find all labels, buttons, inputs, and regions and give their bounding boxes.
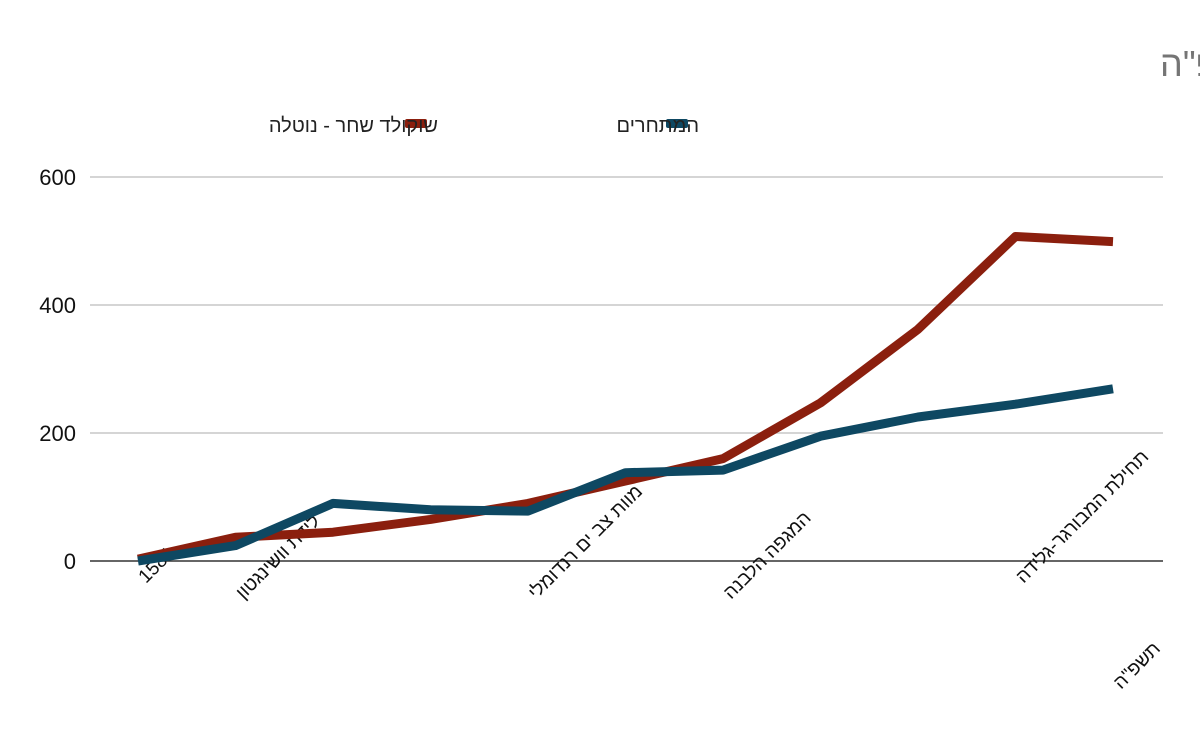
legend-label-nutella: שוקולד שחר - נוטלה (269, 115, 438, 137)
series-1 (137, 384, 1114, 566)
x-tick-label: תשפ"ה (1110, 638, 1165, 693)
legend-label-competitors: המתחרים (617, 115, 699, 137)
y-axis: 0 200 400 600 (39, 165, 76, 574)
grid (90, 176, 1163, 562)
legend: שוקולד שחר - נוטלה המתחרים (269, 115, 699, 137)
y-tick-label: 0 (64, 549, 76, 574)
legend-swatch-competitors (666, 119, 688, 128)
series (137, 232, 1114, 566)
y-tick-label: 200 (39, 421, 76, 446)
x-tick-label: המגפה הלבנה (720, 508, 816, 604)
legend-swatch-nutella (405, 119, 427, 128)
chart-title: מכירות שוקולד משנת 1581 - תשפ"ה (1160, 43, 1200, 84)
x-axis: 1581 לידת וושינגטון מוות צב ים רנדומלי המגפ… (135, 447, 1165, 694)
x-tick-label: תחילת המבורגר-גלידה (1012, 447, 1153, 588)
y-tick-label: 400 (39, 293, 76, 318)
y-tick-label: 600 (39, 165, 76, 190)
